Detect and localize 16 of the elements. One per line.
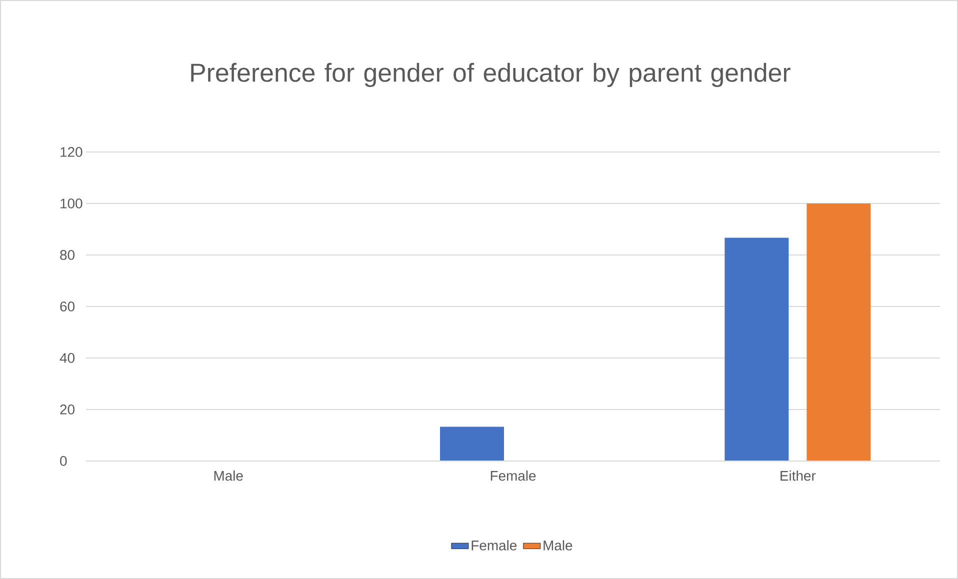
x-tick-label: Either	[780, 470, 816, 481]
x-tick-label: Female	[490, 470, 536, 481]
y-tick-label: 0	[60, 456, 67, 466]
y-tick-label: 60	[60, 302, 75, 312]
bar	[806, 203, 871, 461]
y-tick-label: 120	[60, 147, 82, 157]
legend-label: Male	[544, 540, 572, 550]
y-tick-label: 20	[60, 404, 75, 414]
chart-title: Preference for gender of educator by parent gender	[191, 62, 790, 88]
y-tick-label: 80	[60, 250, 75, 260]
legend-label: Female	[472, 540, 517, 550]
bar	[724, 238, 789, 461]
y-tick-label: 100	[60, 198, 82, 208]
y-tick-label: 40	[60, 353, 75, 363]
x-tick-label: Male	[214, 470, 243, 481]
bar	[440, 426, 504, 461]
